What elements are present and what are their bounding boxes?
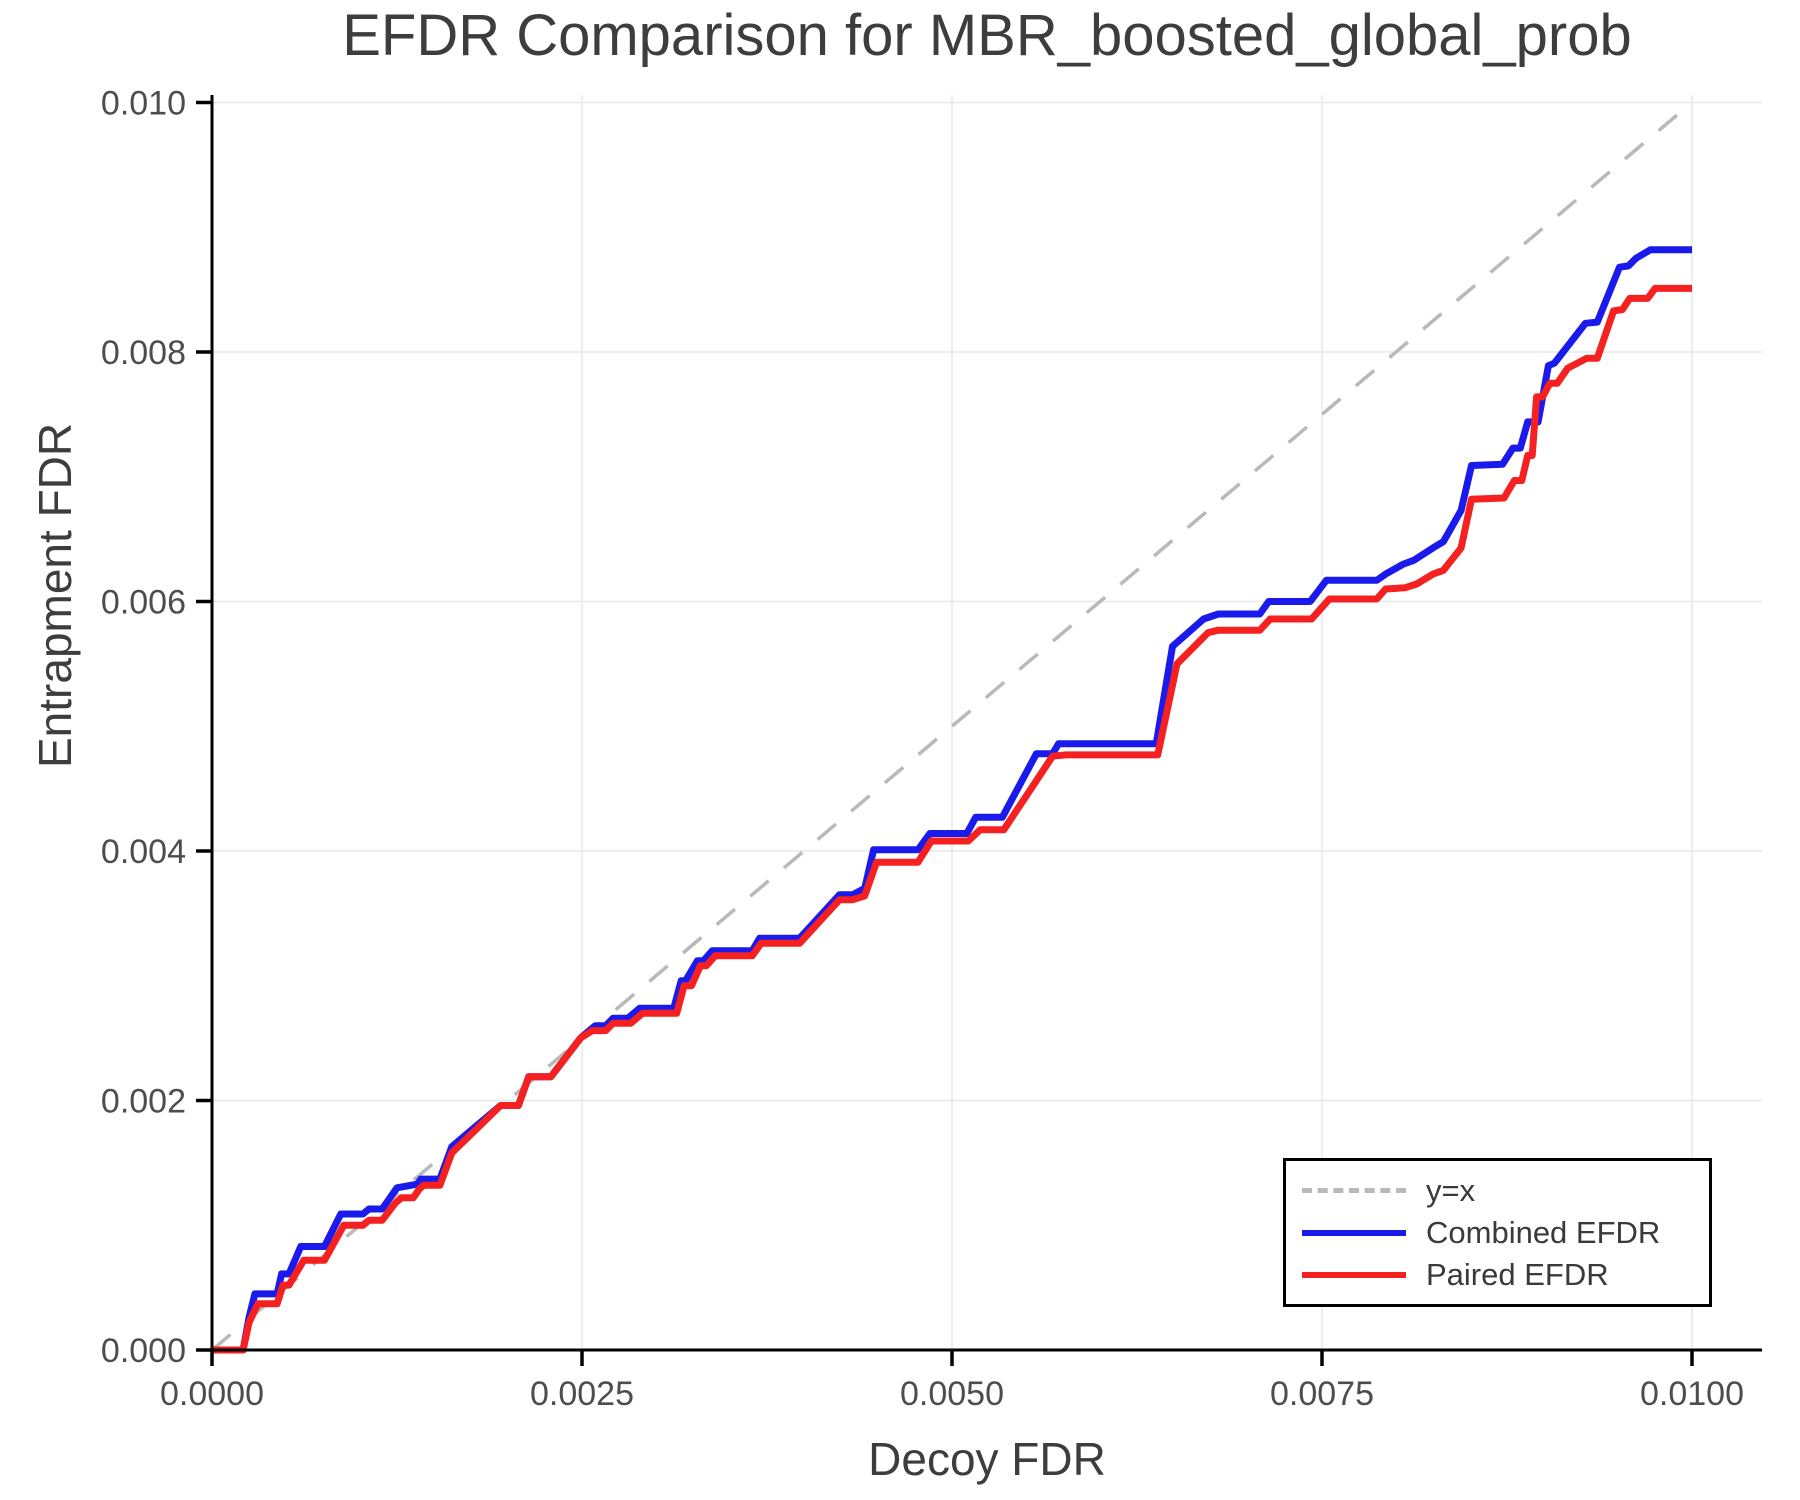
legend-item-combined-efdr: Combined EFDR: [1302, 1213, 1693, 1253]
combined-efdr-line: [212, 246, 1692, 1354]
y-axis-label: Entrapment FDR: [29, 422, 81, 768]
x-tick-label: 0.0050: [900, 1375, 1004, 1413]
y-tick-label: 0.004: [101, 833, 186, 871]
y-tick-label: 0.010: [101, 85, 186, 123]
chart-title: EFDR Comparison for MBR_boosted_global_p…: [342, 3, 1632, 68]
blue-line-sample-icon: [1302, 1229, 1406, 1236]
legend-item-paired-efdr: Paired EFDR: [1302, 1255, 1693, 1295]
dashed-line-sample-icon: [1302, 1188, 1406, 1193]
x-tick-label: 0.0100: [1640, 1375, 1744, 1413]
y-tick-label: 0.000: [101, 1332, 186, 1370]
x-tick-label: 0.0000: [160, 1375, 264, 1413]
x-tick-label: 0.0025: [530, 1375, 634, 1413]
x-axis-label: Decoy FDR: [868, 1433, 1106, 1485]
red-line-sample-icon: [1302, 1271, 1406, 1278]
legend-label: Paired EFDR: [1426, 1257, 1609, 1292]
y-tick-label: 0.006: [101, 584, 186, 622]
x-tick-label: 0.0075: [1270, 1375, 1374, 1413]
y-tick-label: 0.002: [101, 1083, 186, 1121]
legend-item-y-equals-x: y=x: [1302, 1171, 1693, 1211]
paired-efdr-line: [212, 284, 1692, 1354]
y-tick-label: 0.008: [101, 334, 186, 372]
legend: y=x Combined EFDR Paired EFDR: [1283, 1158, 1712, 1307]
legend-label: y=x: [1426, 1173, 1476, 1208]
legend-label: Combined EFDR: [1426, 1215, 1661, 1250]
